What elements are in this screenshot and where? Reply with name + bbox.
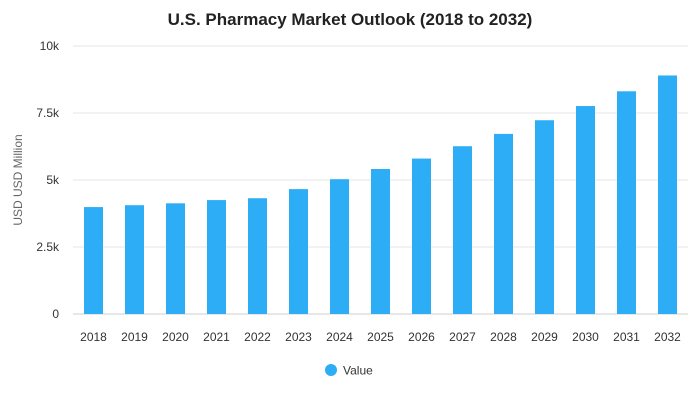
bar-2028[interactable] [494, 133, 513, 314]
bar-2029[interactable] [535, 120, 554, 315]
y-tick-label: 0 [52, 307, 59, 321]
bar-2024[interactable] [330, 179, 349, 314]
bar-2030[interactable] [576, 106, 595, 314]
x-tick-label: 2023 [285, 330, 312, 344]
y-tick-label: 2.5k [36, 240, 60, 254]
y-tick-label: 10k [40, 39, 60, 53]
bar-2032[interactable] [658, 75, 677, 314]
bar-series[interactable] [84, 75, 677, 315]
x-tick-label: 2018 [80, 330, 107, 344]
x-tick-label: 2027 [449, 330, 476, 344]
bar-2020[interactable] [166, 203, 185, 314]
x-tick-label: 2030 [572, 330, 599, 344]
legend-marker-icon [325, 364, 337, 376]
y-tick-label: 5k [46, 173, 60, 187]
chart-title: U.S. Pharmacy Market Outlook (2018 to 20… [168, 10, 533, 29]
y-axis-ticks: 0 2.5k 5k 7.5k 10k [36, 39, 60, 321]
legend[interactable]: Value [325, 364, 373, 378]
x-tick-label: 2021 [203, 330, 230, 344]
bar-2031[interactable] [617, 91, 636, 315]
x-axis-ticks: 2018 2019 2020 2021 2022 2023 2024 2025 2026 2027… [80, 330, 681, 344]
bar-2019[interactable] [125, 205, 144, 314]
bar-2027[interactable] [453, 146, 472, 314]
x-tick-label: 2028 [490, 330, 517, 344]
x-tick-label: 2032 [654, 330, 681, 344]
x-tick-label: 2022 [244, 330, 271, 344]
bar-2018[interactable] [84, 207, 103, 314]
legend-label: Value [343, 364, 373, 378]
bar-2025[interactable] [371, 169, 390, 314]
bar-2022[interactable] [248, 198, 267, 314]
y-axis-title: USD USD Million [11, 134, 25, 225]
x-tick-label: 2026 [408, 330, 435, 344]
bar-2026[interactable] [412, 158, 431, 314]
bar-2021[interactable] [207, 200, 226, 314]
x-tick-label: 2020 [162, 330, 189, 344]
x-tick-label: 2031 [613, 330, 640, 344]
x-tick-label: 2024 [326, 330, 353, 344]
y-tick-label: 7.5k [36, 106, 60, 120]
x-tick-label: 2025 [367, 330, 394, 344]
x-tick-label: 2029 [531, 330, 558, 344]
x-tick-label: 2019 [121, 330, 148, 344]
bar-2023[interactable] [289, 189, 308, 314]
